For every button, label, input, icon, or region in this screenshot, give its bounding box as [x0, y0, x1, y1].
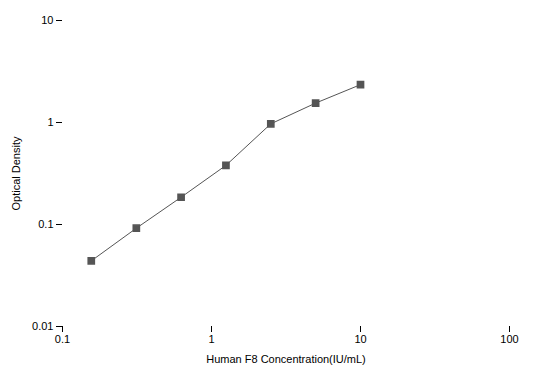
- svg-text:1: 1: [208, 333, 214, 345]
- svg-text:Optical Density: Optical Density: [10, 136, 22, 210]
- svg-text:0.1: 0.1: [38, 218, 53, 230]
- svg-text:0.1: 0.1: [55, 333, 70, 345]
- svg-text:1: 1: [47, 116, 53, 128]
- svg-text:Human F8 Concentration(IU/mL): Human F8 Concentration(IU/mL): [206, 353, 366, 365]
- svg-text:10: 10: [354, 333, 366, 345]
- svg-text:10: 10: [41, 14, 53, 26]
- svg-text:0.01: 0.01: [32, 320, 53, 332]
- svg-text:100: 100: [500, 333, 518, 345]
